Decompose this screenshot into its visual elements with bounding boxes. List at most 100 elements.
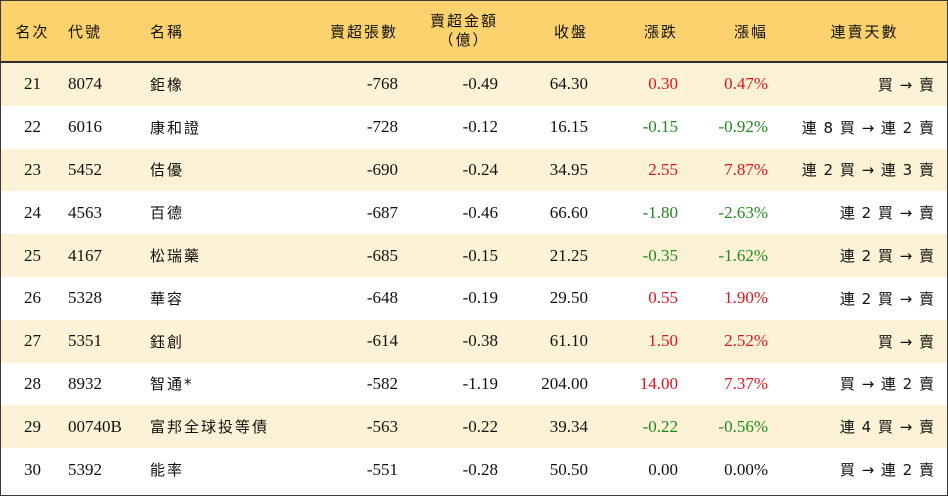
table-row: 25 4167 松瑞藥 -685 -0.15 21.25 -0.35 -1.62% 連 2 買 … — [1, 234, 947, 277]
header-net-sell-amount: 賣超金額 （億） — [412, 1, 512, 63]
cell-net-sell-shares: -582 — [312, 362, 412, 406]
cell-change: 0.30 — [602, 62, 692, 106]
cell-code: 8932 — [64, 362, 144, 406]
cell-change: 14.00 — [602, 362, 692, 406]
cell-change: 0.55 — [602, 276, 692, 320]
cell-streak: 買 → 賣 — [782, 62, 947, 106]
table-row: 30 5392 能率 -551 -0.28 50.50 0.00 0.00% 買 → 連 2 賣 — [1, 448, 947, 491]
cell-net-sell-shares: -614 — [312, 319, 412, 363]
cell-rank: 22 — [1, 105, 64, 149]
cell-net-sell-shares: -768 — [312, 62, 412, 106]
table-row: 29 00740B 富邦全球投等債 -563 -0.22 39.34 -0.22 -0.56%… — [1, 405, 947, 449]
cell-change: -0.15 — [602, 105, 692, 149]
header-rank: 名次 — [1, 1, 64, 63]
cell-code: 5452 — [64, 148, 144, 192]
table-header: 名次 代號 名稱 賣超張數 賣超金額 （億） 收盤 漲跌 漲幅 連賣天數 — [1, 1, 947, 63]
header-row: 名次 代號 名稱 賣超張數 賣超金額 （億） 收盤 漲跌 漲幅 連賣天數 — [1, 1, 947, 63]
cell-code: 5328 — [64, 276, 144, 320]
cell-change-pct: -2.63% — [692, 191, 782, 235]
cell-close: 34.95 — [512, 148, 602, 192]
cell-code: 4563 — [64, 191, 144, 235]
cell-close: 61.10 — [512, 319, 602, 363]
table-body: 21 8074 鉅橡 -768 -0.49 64.30 0.30 0.47% 買 → 賣 22 60… — [1, 62, 947, 491]
cell-code: 6016 — [64, 105, 144, 149]
cell-net-sell-shares: -551 — [312, 448, 412, 491]
cell-close: 66.60 — [512, 191, 602, 235]
cell-change-pct: -0.92% — [692, 105, 782, 149]
cell-rank: 29 — [1, 405, 64, 449]
cell-code: 8074 — [64, 62, 144, 106]
cell-rank: 23 — [1, 148, 64, 192]
table-row: 28 8932 智通* -582 -1.19 204.00 14.00 7.37% 買 → 連 … — [1, 362, 947, 406]
cell-close: 50.50 — [512, 448, 602, 491]
cell-change-pct: 7.37% — [692, 362, 782, 406]
cell-net-sell-shares: -687 — [312, 191, 412, 235]
table-row: 24 4563 百德 -687 -0.46 66.60 -1.80 -2.63% 連 2 買 →… — [1, 191, 947, 235]
cell-name: 富邦全球投等債 — [144, 405, 312, 449]
cell-streak: 買 → 連 2 賣 — [782, 448, 947, 491]
cell-rank: 28 — [1, 362, 64, 406]
header-change-pct: 漲幅 — [692, 1, 782, 63]
cell-close: 29.50 — [512, 276, 602, 320]
cell-change-pct: 0.00% — [692, 448, 782, 491]
cell-streak: 連 2 買 → 賣 — [782, 234, 947, 277]
cell-change: 0.00 — [602, 448, 692, 491]
cell-change-pct: -0.56% — [692, 405, 782, 449]
cell-change: -0.22 — [602, 405, 692, 449]
cell-code: 4167 — [64, 234, 144, 277]
cell-change-pct: 2.52% — [692, 319, 782, 363]
table-row: 22 6016 康和證 -728 -0.12 16.15 -0.15 -0.92% 連 8 買 … — [1, 105, 947, 149]
cell-rank: 26 — [1, 276, 64, 320]
cell-close: 21.25 — [512, 234, 602, 277]
cell-name: 松瑞藥 — [144, 234, 312, 277]
cell-name: 能率 — [144, 448, 312, 491]
cell-name: 鈺創 — [144, 319, 312, 363]
header-name: 名稱 — [144, 1, 312, 63]
cell-name: 佶優 — [144, 148, 312, 192]
cell-net-sell-amount: -0.12 — [412, 105, 512, 149]
header-net-sell-shares: 賣超張數 — [312, 1, 412, 63]
cell-change-pct: -1.62% — [692, 234, 782, 277]
cell-change: -1.80 — [602, 191, 692, 235]
cell-change: -0.35 — [602, 234, 692, 277]
cell-streak: 連 2 買 → 賣 — [782, 276, 947, 320]
cell-net-sell-amount: -0.19 — [412, 276, 512, 320]
cell-name: 智通* — [144, 362, 312, 406]
header-net-sell-amount-line1: 賣超金額 — [429, 12, 498, 30]
cell-net-sell-shares: -685 — [312, 234, 412, 277]
cell-change-pct: 1.90% — [692, 276, 782, 320]
table-row: 27 5351 鈺創 -614 -0.38 61.10 1.50 2.52% 買 → 賣 — [1, 319, 947, 363]
table-row: 23 5452 佶優 -690 -0.24 34.95 2.55 7.87% 連 2 買 → 連… — [1, 148, 947, 192]
cell-change: 1.50 — [602, 319, 692, 363]
cell-code: 00740B — [64, 405, 144, 449]
cell-net-sell-amount: -1.19 — [412, 362, 512, 406]
cell-net-sell-amount: -0.49 — [412, 62, 512, 106]
cell-net-sell-amount: -0.22 — [412, 405, 512, 449]
cell-streak: 連 4 買 → 賣 — [782, 405, 947, 449]
table-row: 26 5328 華容 -648 -0.19 29.50 0.55 1.90% 連 2 買 → 賣 — [1, 276, 947, 320]
cell-streak: 連 8 買 → 連 2 賣 — [782, 105, 947, 149]
cell-streak: 買 → 連 2 賣 — [782, 362, 947, 406]
cell-close: 64.30 — [512, 62, 602, 106]
cell-change-pct: 7.87% — [692, 148, 782, 192]
cell-name: 鉅橡 — [144, 62, 312, 106]
header-close: 收盤 — [512, 1, 602, 63]
header-streak: 連賣天數 — [782, 1, 947, 63]
cell-close: 39.34 — [512, 405, 602, 449]
cell-change: 2.55 — [602, 148, 692, 192]
cell-rank: 30 — [1, 448, 64, 491]
cell-net-sell-shares: -563 — [312, 405, 412, 449]
cell-rank: 24 — [1, 191, 64, 235]
cell-net-sell-amount: -0.24 — [412, 148, 512, 192]
cell-change-pct: 0.47% — [692, 62, 782, 106]
cell-net-sell-shares: -728 — [312, 105, 412, 149]
cell-net-sell-amount: -0.38 — [412, 319, 512, 363]
cell-net-sell-amount: -0.15 — [412, 234, 512, 277]
cell-net-sell-amount: -0.46 — [412, 191, 512, 235]
cell-code: 5392 — [64, 448, 144, 491]
cell-streak: 連 2 買 → 連 3 賣 — [782, 148, 947, 192]
cell-rank: 21 — [1, 62, 64, 106]
cell-streak: 連 2 買 → 賣 — [782, 191, 947, 235]
